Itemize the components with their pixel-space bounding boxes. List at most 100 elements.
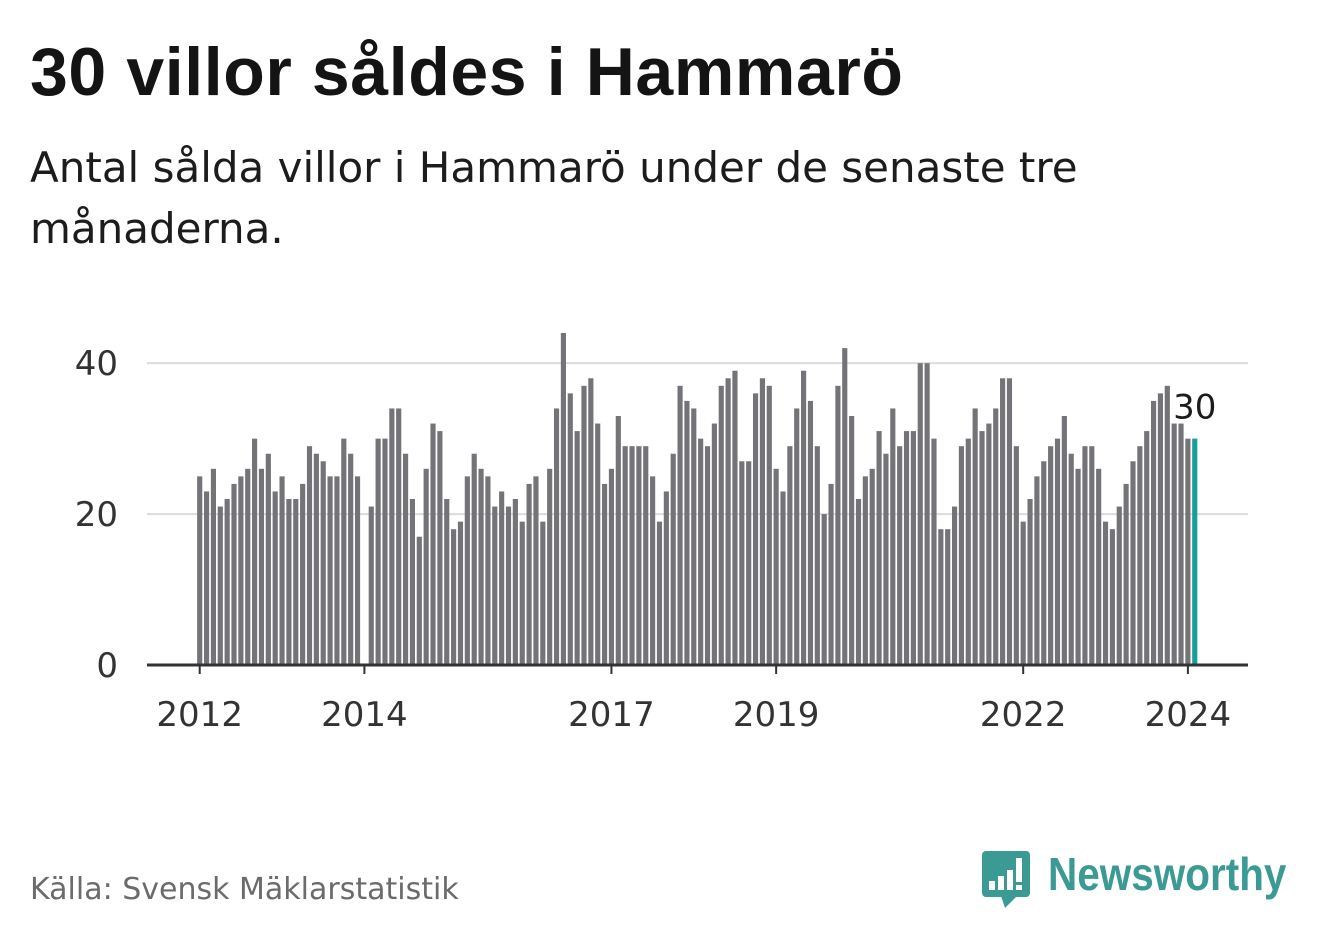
bar [780, 491, 786, 665]
bar [711, 423, 717, 665]
bar [1137, 446, 1143, 665]
logo-exclamation-dot [1016, 885, 1022, 890]
bar [1089, 446, 1095, 665]
bar [300, 483, 306, 665]
bar [1116, 506, 1122, 665]
bar [1000, 378, 1006, 665]
bar [897, 446, 903, 665]
bar [862, 476, 868, 665]
bar [677, 385, 683, 665]
bar [704, 446, 711, 665]
bar [650, 476, 656, 665]
chart-title: 30 villor såldes i Hammarö [30, 34, 904, 110]
bar [547, 468, 553, 665]
bar [636, 446, 642, 665]
x-tick-label: 2014 [321, 695, 408, 735]
bar [574, 431, 580, 665]
bar [1061, 416, 1067, 665]
bar [608, 468, 615, 665]
bar [1096, 468, 1102, 665]
bar [444, 499, 450, 665]
bar [993, 408, 999, 665]
bar [293, 499, 299, 665]
bar [1054, 438, 1061, 665]
bar [684, 400, 690, 665]
x-tick-label: 2024 [1145, 695, 1232, 735]
bar [499, 491, 505, 665]
bar [855, 499, 862, 665]
y-tick-label: 20 [75, 495, 118, 535]
bar [327, 476, 333, 665]
highlight-value-label: 30 [1173, 388, 1216, 428]
bar [217, 506, 223, 665]
bar [1130, 461, 1136, 665]
bar [1151, 400, 1157, 665]
bar [492, 506, 498, 665]
bar [1068, 453, 1074, 665]
bar [746, 461, 752, 665]
bar [931, 438, 937, 665]
bar [807, 400, 814, 665]
bar [519, 521, 525, 665]
bar [471, 453, 477, 665]
x-tick-label: 2012 [156, 695, 243, 735]
bar [972, 408, 978, 665]
bar [945, 529, 951, 665]
x-tick-label: 2017 [568, 695, 655, 735]
bar [663, 491, 669, 665]
bar [203, 491, 210, 665]
bar [951, 506, 958, 665]
bar [794, 408, 800, 665]
bar [656, 521, 663, 665]
bar [389, 408, 395, 665]
bar [821, 514, 827, 665]
bar [403, 453, 409, 665]
bar [197, 476, 203, 665]
bar [725, 378, 731, 665]
bar [732, 370, 738, 665]
bar [560, 333, 566, 665]
bar [210, 468, 217, 665]
bar-highlight [1192, 438, 1198, 665]
bar [986, 423, 992, 665]
bar [828, 483, 834, 665]
bar [691, 408, 697, 665]
bar [1027, 499, 1033, 665]
logo-bubble-tail [1001, 896, 1017, 908]
bar [437, 431, 443, 665]
bar [869, 468, 875, 665]
bar [409, 499, 416, 665]
newsworthy-logo-icon [982, 851, 1030, 908]
bar [801, 370, 807, 665]
bar [252, 438, 258, 665]
bar [670, 453, 676, 665]
bar [382, 438, 388, 665]
bar [526, 483, 532, 665]
bar [622, 446, 628, 665]
bar [910, 431, 916, 665]
brand-logo: Newsworthy [981, 850, 1319, 910]
bar [1013, 446, 1019, 665]
bar [485, 476, 491, 665]
bar [1144, 431, 1150, 665]
bar [588, 378, 594, 665]
bar [773, 468, 779, 665]
bar [814, 446, 820, 665]
bar [924, 363, 930, 665]
logo-exclamation-bar [1016, 858, 1022, 882]
bar [602, 483, 608, 665]
bar [354, 476, 361, 665]
bar [595, 423, 601, 665]
bar [1157, 393, 1164, 665]
bar [1102, 521, 1109, 665]
bar [567, 393, 573, 665]
bar [505, 506, 512, 665]
bar [979, 431, 985, 665]
bar [1164, 385, 1170, 665]
bar [348, 453, 354, 665]
bar [451, 529, 457, 665]
source-note: Källa: Svensk Mäklarstatistik [30, 872, 459, 907]
bar [890, 408, 896, 665]
bar [739, 461, 745, 665]
bar [615, 416, 621, 665]
